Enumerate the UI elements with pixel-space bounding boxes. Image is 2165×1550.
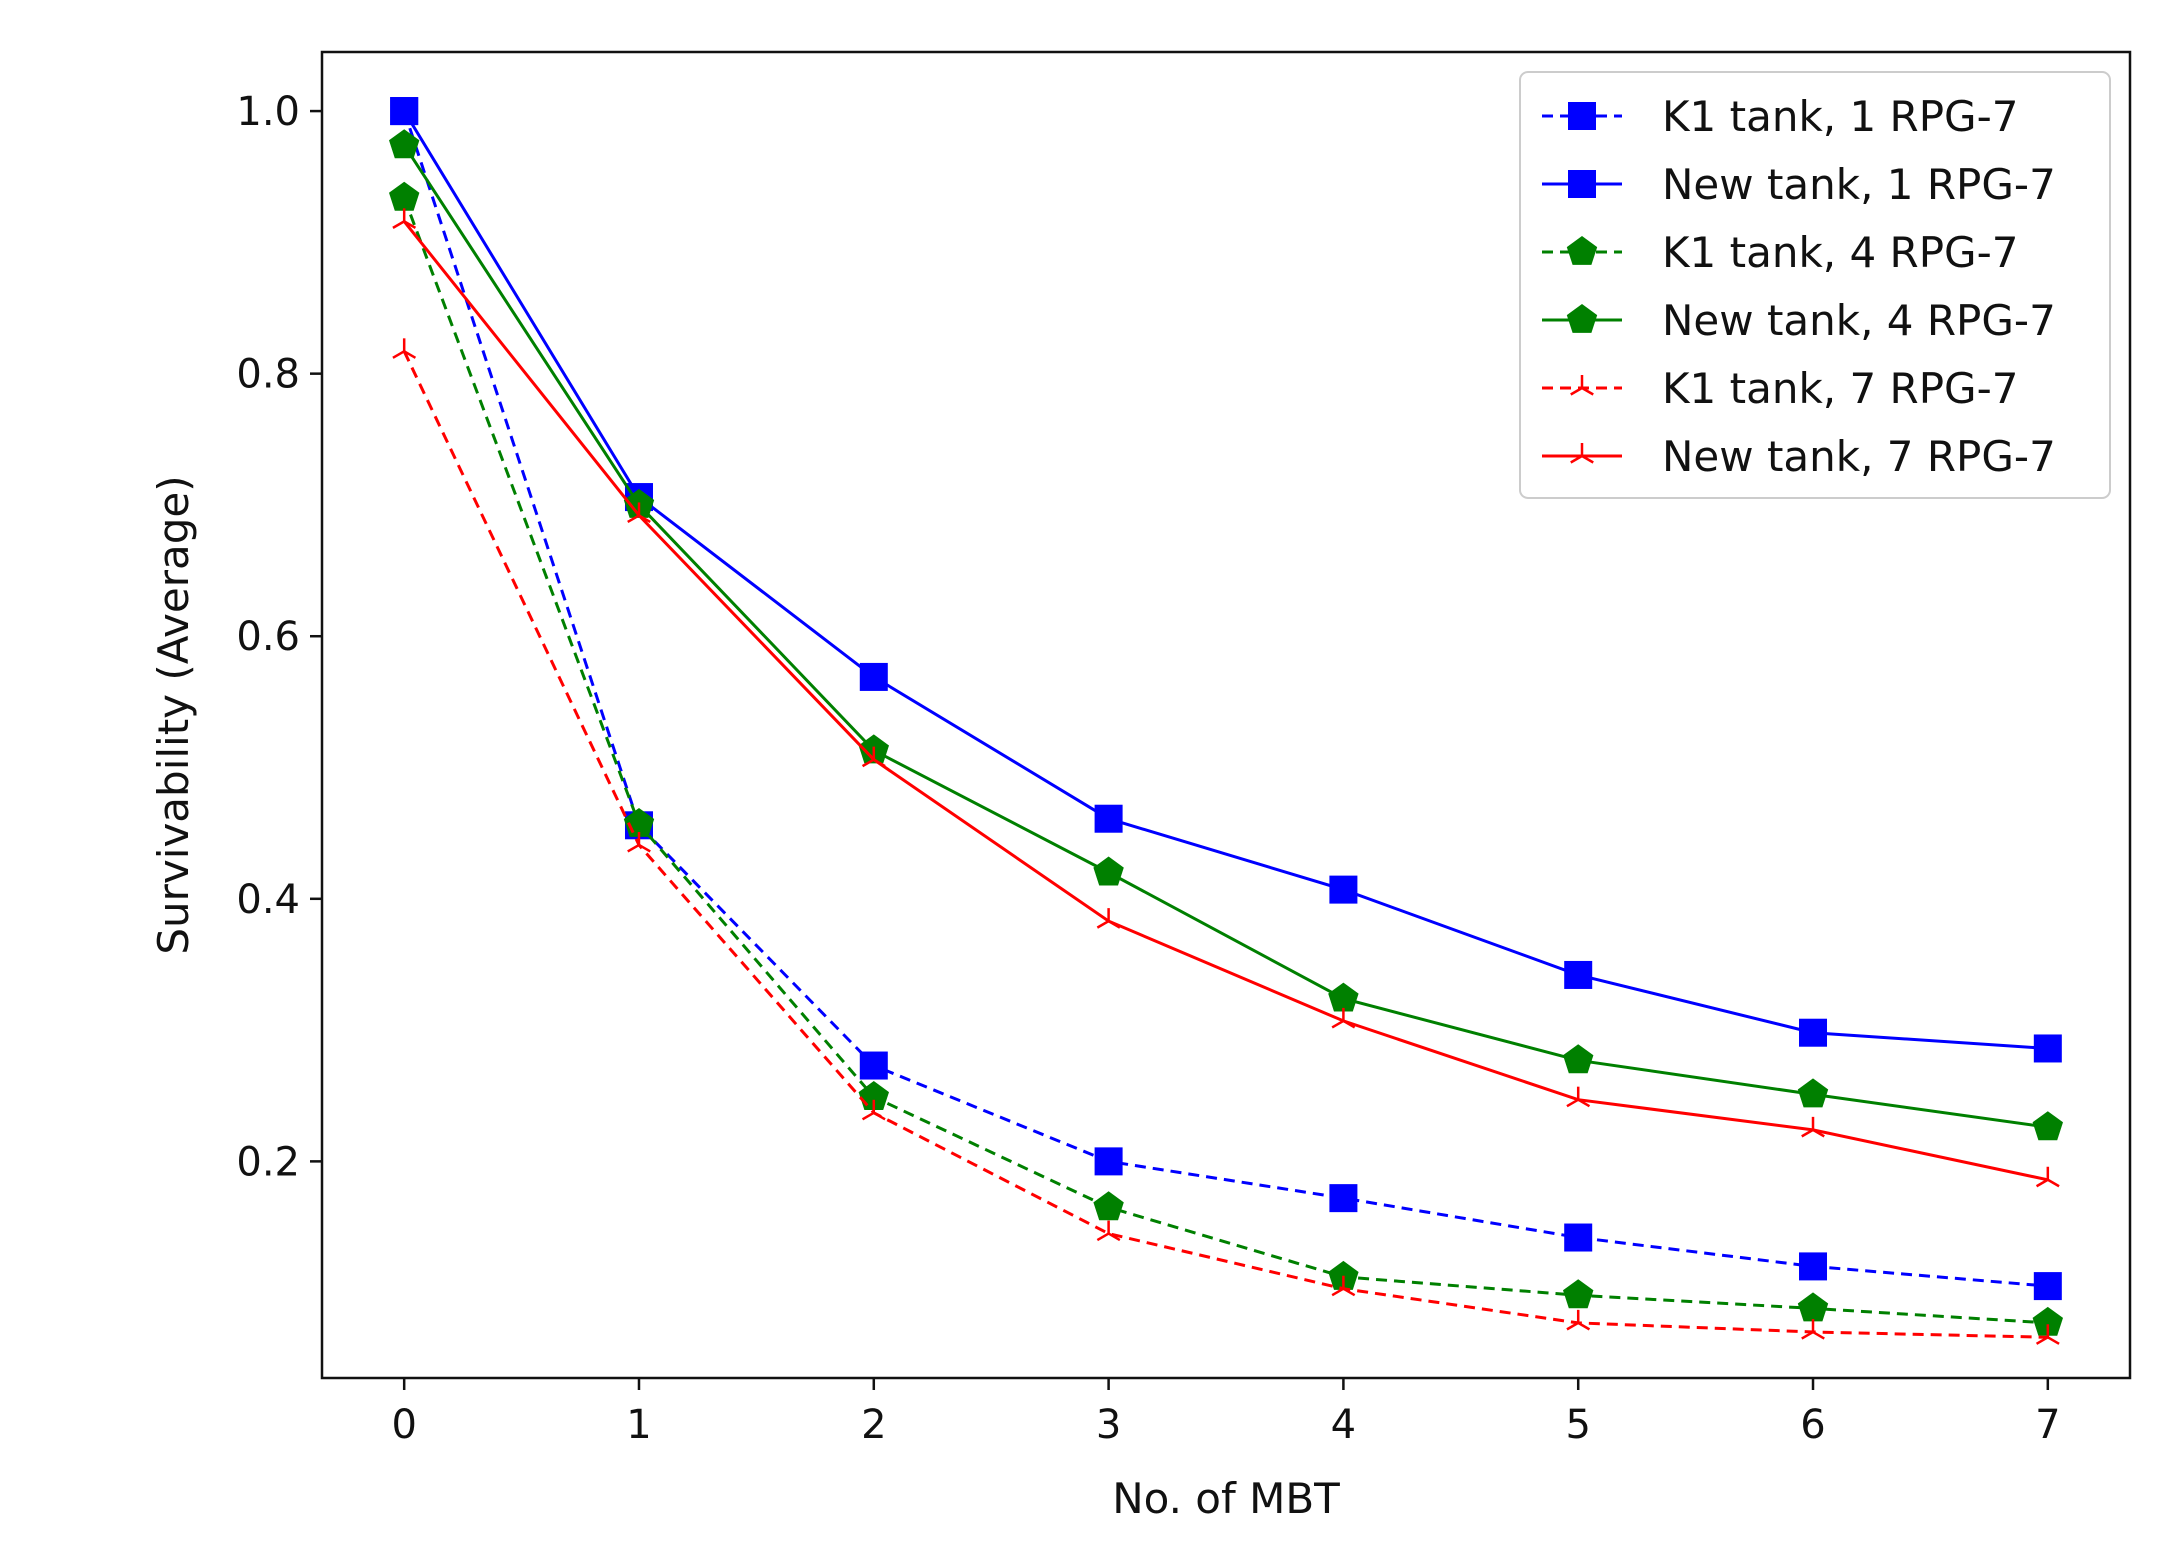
legend-box [1519,71,2111,499]
data-point [627,831,651,853]
series-line [402,110,2048,1288]
series-line [402,110,2048,1050]
x-tick-label: 2 [861,1402,886,1448]
x-tick-label: 0 [391,1402,416,1448]
legend-label: K1 tank, 1 RPG-7 [1662,92,2018,141]
data-point [1328,982,1359,1012]
legend-item: New tank, 1 RPG-7 [1542,160,2056,209]
data-point [389,181,420,211]
data-point [1331,1275,1356,1297]
legend-marker [1570,443,1594,464]
data-point [1563,1044,1594,1074]
x-axis: 0 1 2 3 4 5 6 7 [391,1378,2061,1448]
y-axis: 0.2 0.4 0.6 0.8 1.0 [236,89,322,1185]
data-point [1566,1086,1591,1108]
data-point [859,662,888,691]
legend-item: K1 tank, 4 RPG-7 [1542,228,2018,277]
legend-item: New tank, 7 RPG-7 [1542,432,2056,481]
data-point [861,746,886,768]
x-axis-title: No. of MBT [1112,1474,1340,1523]
legend-label: New tank, 7 RPG-7 [1662,432,2056,481]
data-point [392,208,417,229]
series-line [403,220,2049,1182]
data-point [1797,1292,1829,1322]
legend-item: New tank, 4 RPG-7 [1542,296,2056,345]
data-point [1801,1319,1825,1340]
series-line [402,144,2049,1129]
y-tick-label: 0.6 [236,614,300,660]
y-axis-title: Survivability (Average) [149,475,198,954]
series-layer [389,97,2063,1345]
data-point [859,1051,888,1080]
data-point [1094,804,1123,833]
series-6 [392,208,2060,1188]
legend-marker [1568,102,1596,130]
data-point [2035,1324,2060,1345]
data-point [2035,1166,2060,1188]
data-point [627,502,651,524]
y-tick-label: 0.8 [236,352,300,398]
data-point [2033,1272,2062,1301]
data-point [1331,1007,1356,1029]
data-point [1093,1191,1124,1221]
data-point [1096,908,1121,929]
legend-item: K1 tank, 1 RPG-7 [1542,92,2018,141]
y-tick-label: 1.0 [236,89,300,135]
data-point [861,1099,886,1121]
data-point [1566,1309,1591,1331]
data-point [2033,1034,2062,1063]
legend-label: K1 tank, 4 RPG-7 [1662,228,2018,277]
data-point [1096,1220,1121,1242]
data-point [1328,1260,1359,1290]
series-line [402,350,2048,1339]
legend-marker [1566,236,1598,265]
legend: K1 tank, 1 RPG-7 New tank, 1 RPG-7 K1 tank… [1519,71,2111,499]
x-tick-label: 3 [1096,1402,1121,1448]
data-point [1329,875,1358,904]
x-tick-label: 7 [2035,1402,2060,1448]
data-point [389,129,420,159]
legend-marker [1568,170,1596,198]
legend-item: K1 tank, 7 RPG-7 [1542,364,2018,413]
data-point [2032,1111,2063,1141]
data-point [1797,1078,1829,1108]
data-point [1799,1252,1828,1281]
y-tick-label: 0.2 [236,1139,300,1185]
x-tick-label: 5 [1565,1402,1590,1448]
data-point [390,97,419,126]
series-2 [390,97,2062,1063]
x-tick-label: 4 [1331,1402,1356,1448]
data-point [392,338,417,359]
y-tick-label: 0.4 [236,877,300,923]
x-tick-label: 6 [1800,1402,1825,1448]
data-point [1094,1147,1123,1176]
legend-marker [1566,304,1598,333]
data-point [1801,1116,1825,1138]
data-point [2032,1306,2063,1336]
series-5 [392,338,2060,1345]
legend-label: New tank, 4 RPG-7 [1662,296,2056,345]
data-point [1799,1018,1828,1047]
legend-label: K1 tank, 7 RPG-7 [1662,364,2018,413]
data-point [1564,1223,1593,1252]
series-line [402,197,2048,1325]
data-point [1564,960,1593,989]
data-point [1093,856,1124,886]
plot-frame [320,50,2132,1380]
x-tick-label: 1 [626,1402,651,1448]
legend-marker [1570,375,1594,396]
data-point [1329,1184,1358,1213]
data-point [1563,1279,1594,1309]
legend-label: New tank, 1 RPG-7 [1662,160,2056,209]
